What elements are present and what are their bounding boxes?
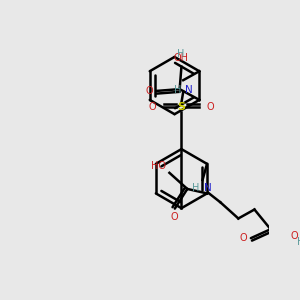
- Text: O: O: [206, 102, 214, 112]
- Text: N: N: [185, 85, 193, 95]
- Text: S: S: [177, 102, 185, 112]
- Text: HO: HO: [151, 161, 166, 171]
- Text: OH: OH: [174, 53, 189, 63]
- Text: N: N: [204, 183, 212, 193]
- Text: H: H: [297, 237, 300, 247]
- Text: O: O: [290, 231, 298, 242]
- Text: H: H: [192, 183, 199, 193]
- Text: H: H: [177, 49, 184, 59]
- Text: O: O: [240, 233, 247, 243]
- Text: O: O: [171, 212, 178, 222]
- Text: O: O: [145, 86, 153, 96]
- Text: H: H: [174, 85, 182, 95]
- Text: O: O: [149, 102, 156, 112]
